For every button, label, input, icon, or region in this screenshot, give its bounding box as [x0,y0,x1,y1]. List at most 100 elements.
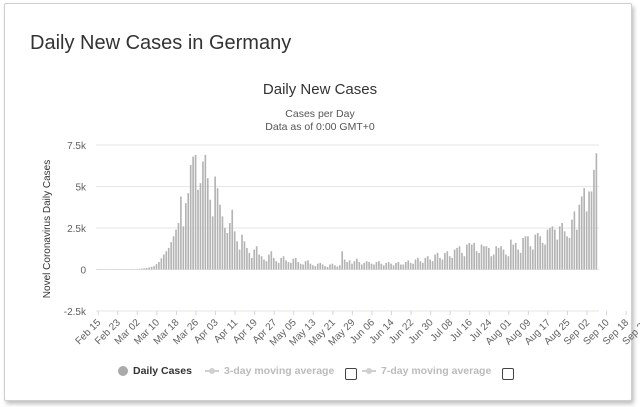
legend-item-3day-average[interactable]: 3-day moving average [205,365,334,377]
bar [170,242,172,270]
bar [392,265,395,270]
bar [341,251,344,270]
chart-legend: Daily Cases 3-day moving average 7-day m… [0,364,640,382]
bar [294,257,297,270]
bar [145,268,148,270]
bar [224,228,226,270]
bar [595,153,598,270]
bar [299,263,302,270]
bar [236,241,238,270]
bar [573,211,576,270]
bar [436,252,439,270]
bar [453,249,456,270]
bar [568,237,571,270]
bar [461,252,463,270]
bar [510,239,512,270]
bar [324,266,326,270]
bar [497,247,500,270]
bar [426,256,429,270]
bar [160,258,163,270]
bar [255,246,258,270]
bar [202,161,204,270]
y-tick-label: 0 [80,266,86,277]
bar [485,246,488,270]
bar [216,188,219,270]
toggle-3day-average-checkbox[interactable] [345,368,357,380]
bar [466,244,468,270]
legend-item-daily-cases[interactable]: Daily Cases [118,365,192,377]
bar [221,216,224,270]
bar [334,265,336,270]
bar [138,268,141,270]
bar [512,244,515,270]
bar [475,251,478,270]
bar [153,266,155,270]
bar [282,256,285,270]
bar [360,264,363,270]
bar [165,251,168,270]
legend-label-3day-average: 3-day moving average [224,365,335,377]
bar [246,247,248,270]
chart-subtitle: Cases per Day [285,108,355,120]
bar [385,262,388,270]
bar [400,264,402,270]
bar [414,259,417,270]
bar [382,265,385,270]
page-title: Daily New Cases in Germany [30,32,292,54]
bar [434,254,436,270]
bar [378,261,380,270]
bar [214,176,216,270]
bar [375,262,378,270]
bar [429,259,432,270]
bar [480,244,483,270]
bar [199,183,202,270]
bar [468,242,471,270]
bar [312,265,314,270]
bar [326,267,329,270]
bar [253,249,256,270]
toggle-7day-average-checkbox[interactable] [502,368,514,380]
bar [412,263,414,270]
bar [241,234,243,270]
bar [143,268,146,270]
bar [287,262,290,270]
bar [583,188,585,270]
bar [397,262,400,270]
bar [539,236,541,270]
bar [167,247,170,270]
y-tick-label: 2.5k [67,224,87,235]
bar [536,232,539,270]
bar [290,262,292,270]
bar [270,251,273,270]
bar [258,254,260,270]
legend-item-7day-average[interactable]: 7-day moving average [362,365,491,377]
legend-label-7day-average: 7-day moving average [381,365,492,377]
bar [370,263,373,270]
bar [304,261,307,270]
bar [194,154,197,270]
bar [578,204,581,270]
bar [451,257,454,270]
bar [439,257,441,270]
bar [148,267,150,270]
bar [404,262,407,270]
bar [470,244,473,270]
bar [265,261,268,270]
bar [456,247,458,270]
bar [272,257,275,270]
bar [250,257,253,270]
bar [233,231,236,270]
bar [561,223,563,270]
bar [590,191,593,270]
bar [197,189,199,270]
bar [219,204,221,270]
bar [492,254,495,270]
bar [490,256,493,270]
y-tick-label: 7.5k [67,141,87,152]
bar [407,260,410,270]
bar [307,260,309,270]
bar [211,216,214,270]
bar [395,262,397,270]
bar [346,262,348,270]
bar [150,266,153,270]
